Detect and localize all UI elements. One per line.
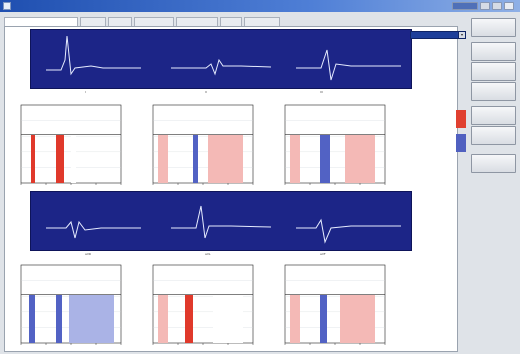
chart-bar-3: [340, 294, 375, 343]
chart-bar-3: [69, 294, 114, 343]
chart-bar-1: [158, 134, 168, 183]
lead-label-ii: II: [205, 90, 207, 94]
lead-label-avl: aVL: [205, 252, 211, 256]
action-button-5[interactable]: [471, 106, 516, 125]
ecg-wave-svg-2: [46, 205, 401, 244]
ecg-trace-i: [46, 35, 141, 76]
lead-label-avr: aVR: [85, 252, 91, 256]
action-button-1[interactable]: [471, 18, 516, 37]
chart-bar-1: [158, 294, 168, 343]
lead-select-dropdown[interactable]: ▾: [410, 31, 466, 39]
ecg-trace-iii: [296, 49, 401, 81]
action-button-7[interactable]: [471, 154, 516, 173]
ecg-trace-avl: [171, 205, 272, 239]
action-button-4[interactable]: [471, 82, 516, 101]
chart-svg-1: [20, 104, 122, 185]
window-controls: [452, 2, 514, 10]
chart-svg-6: [284, 264, 386, 345]
chart-bar-2: [185, 294, 193, 343]
ecg-wave-panel-2: [30, 191, 412, 251]
spectrum-chart-5: [145, 261, 257, 351]
spectrum-chart-6: [277, 261, 389, 351]
chart-bar-1: [29, 294, 35, 343]
spectrum-chart-4: [13, 261, 125, 351]
scale-red-swatch: [456, 110, 466, 128]
tab-1[interactable]: [4, 17, 78, 27]
tab-strip: [4, 17, 404, 27]
tab-7[interactable]: [244, 17, 280, 26]
chart-bar-3: [213, 294, 243, 343]
ecg-wave-panel-1: [30, 29, 412, 89]
action-button-2[interactable]: [471, 42, 516, 61]
ecg-trace-avr: [46, 220, 141, 239]
chart-bar-1: [31, 134, 35, 183]
chart-bar-2: [320, 294, 327, 343]
chart-bar-2: [320, 134, 330, 183]
tab-2[interactable]: [80, 17, 106, 26]
ecg-trace-avf: [296, 218, 401, 244]
ecg-trace-ii: [171, 58, 272, 76]
lead-label-avf: aVF: [320, 252, 326, 256]
chart-bar-3: [208, 134, 243, 183]
chart-bar-3: [71, 134, 76, 183]
chart-bar-1: [290, 134, 300, 183]
minimize-button[interactable]: [480, 2, 490, 10]
spectrum-chart-3: [277, 101, 389, 191]
lead-label-iii: III: [320, 90, 323, 94]
tab-3[interactable]: [108, 17, 132, 26]
patient-info: [410, 56, 470, 59]
chart-bar-2: [56, 134, 64, 183]
action-button-3[interactable]: [471, 62, 516, 81]
chart-bar-3: [345, 134, 375, 183]
title-bar: [0, 0, 520, 12]
tab-4[interactable]: [134, 17, 174, 26]
chart-svg-5: [152, 264, 254, 345]
tab-5[interactable]: [176, 17, 218, 26]
scale-blue-swatch: [456, 134, 466, 152]
app-icon: [3, 2, 11, 10]
chart-bar-2: [193, 134, 198, 183]
chart-bar-1: [290, 294, 300, 343]
ecg-wave-svg-1: [46, 35, 401, 81]
chart-svg-3: [284, 104, 386, 185]
title-extra-button[interactable]: [452, 2, 478, 10]
window-title: [14, 3, 344, 9]
spectrum-chart-2: [145, 101, 257, 191]
lead-label-i: I: [85, 90, 86, 94]
maximize-button[interactable]: [492, 2, 502, 10]
chart-bar-2: [56, 294, 62, 343]
tab-6[interactable]: [220, 17, 242, 26]
action-button-6[interactable]: [471, 126, 516, 145]
chart-svg-4: [20, 264, 122, 345]
chevron-down-icon[interactable]: ▾: [458, 32, 465, 38]
main-panel: I II III aVR aVL aVF: [4, 26, 458, 352]
spectrum-chart-1: [13, 101, 125, 191]
close-button[interactable]: [504, 2, 514, 10]
chart-svg-2: [152, 104, 254, 185]
